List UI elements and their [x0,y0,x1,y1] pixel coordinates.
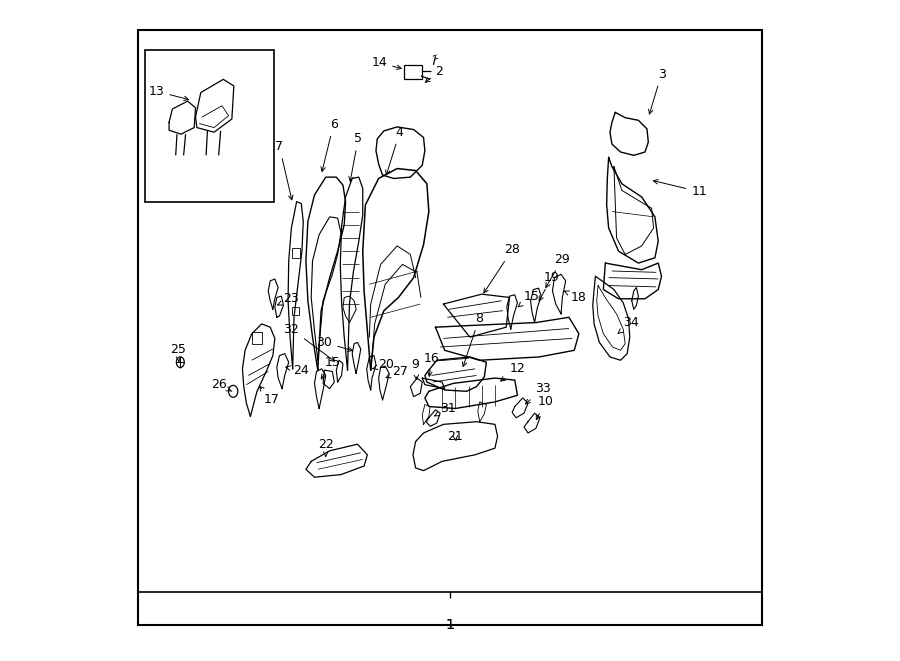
Text: 2: 2 [426,65,444,82]
Text: 24: 24 [286,364,309,377]
Text: 25: 25 [170,342,185,362]
Bar [404,65,422,79]
Text: 1: 1 [446,617,454,632]
Text: 18: 18 [564,291,586,304]
Text: 7: 7 [275,140,293,200]
Text: 32: 32 [284,323,335,362]
Text: 23: 23 [278,292,299,305]
Text: 33: 33 [526,382,551,404]
Text: 1: 1 [446,617,454,632]
Text: 11: 11 [653,180,707,198]
Text: 21: 21 [447,430,464,443]
Bar [292,307,299,315]
Bar [145,50,274,202]
Text: 6: 6 [321,118,338,171]
Text: 10: 10 [536,395,554,420]
Text: 34: 34 [618,316,639,333]
Text: 4: 4 [385,126,404,175]
Text: 15: 15 [321,356,340,379]
Text: 30: 30 [317,336,353,352]
Text: 17: 17 [259,386,280,407]
Text: 20: 20 [373,358,394,371]
Text: 28: 28 [484,243,520,293]
Text: 15: 15 [518,290,540,307]
Text: 31: 31 [435,402,455,416]
Text: 9: 9 [411,358,419,379]
Text: 26: 26 [211,378,232,391]
Text: 13: 13 [148,85,188,100]
Text: 19: 19 [539,271,560,301]
Bar [292,248,300,258]
Text: 3: 3 [649,67,665,114]
Text: 8: 8 [463,312,483,366]
Text: 5: 5 [349,132,362,181]
Text: 14: 14 [372,56,401,69]
Text: 16: 16 [424,352,439,376]
Text: 27: 27 [386,365,408,378]
Text: 22: 22 [318,438,334,457]
Bar [252,332,262,344]
Text: 29: 29 [545,253,571,288]
Text: 12: 12 [500,362,526,381]
